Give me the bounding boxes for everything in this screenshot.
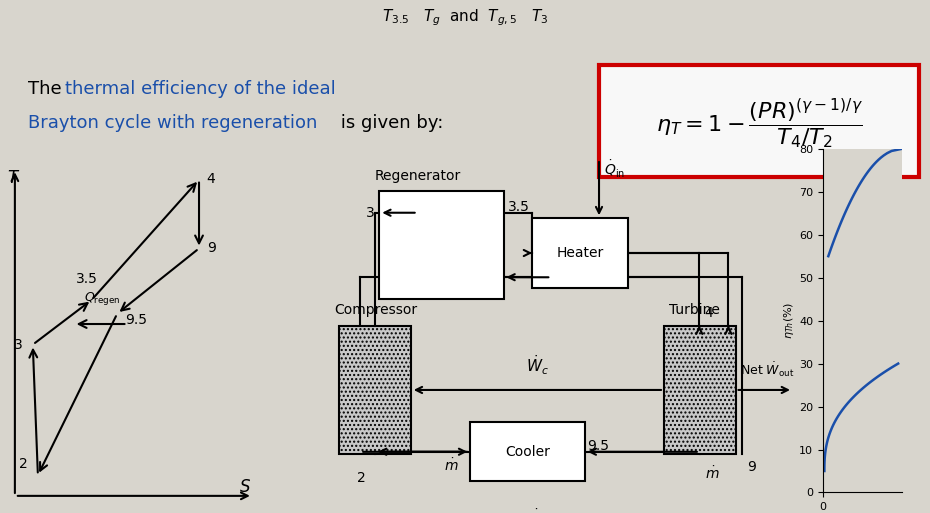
Y-axis label: $\eta_{Th}(\%)$: $\eta_{Th}(\%)$: [782, 302, 796, 339]
Text: 4: 4: [704, 306, 712, 320]
Text: $\dot{m}$: $\dot{m}$: [705, 465, 719, 482]
Text: 3.5: 3.5: [75, 272, 98, 286]
Bar: [339, 326, 411, 455]
Text: $\dot{m}$: $\dot{m}$: [444, 457, 458, 474]
Text: Heater: Heater: [556, 246, 604, 260]
Text: 2: 2: [19, 458, 28, 471]
Text: S: S: [240, 478, 250, 496]
Text: Turbine: Turbine: [669, 303, 720, 317]
Text: Compressor: Compressor: [335, 303, 418, 317]
Text: thermal efficiency of the ideal: thermal efficiency of the ideal: [65, 81, 336, 98]
FancyBboxPatch shape: [599, 66, 919, 177]
Text: 3.5: 3.5: [509, 201, 530, 214]
Text: $\dot{Q}_{\rm out}$: $\dot{Q}_{\rm out}$: [530, 508, 559, 513]
Text: 3: 3: [365, 206, 375, 220]
Text: 4: 4: [206, 172, 216, 186]
Text: $\eta_T = 1 - \dfrac{(PR)^{(\gamma-1)/\gamma}}{T_4/T_2}$: $\eta_T = 1 - \dfrac{(PR)^{(\gamma-1)/\g…: [656, 96, 862, 151]
Text: 9: 9: [747, 460, 756, 474]
Text: is given by:: is given by:: [335, 114, 444, 132]
Text: Net $\dot{W}_{\rm out}$: Net $\dot{W}_{\rm out}$: [740, 361, 795, 379]
Text: 9.5: 9.5: [588, 439, 609, 453]
Bar: [664, 326, 736, 455]
Bar: [532, 218, 628, 288]
Text: 9: 9: [206, 242, 216, 255]
Text: $Q_{\rm regen}$: $Q_{\rm regen}$: [84, 290, 120, 307]
Bar: [470, 422, 585, 481]
Text: Regenerator: Regenerator: [375, 169, 461, 183]
Text: $T_{3.5}$   $T_g$  and  $T_{g,5}$   $T_3$: $T_{3.5}$ $T_g$ and $T_{g,5}$ $T_3$: [382, 7, 548, 28]
Text: 3: 3: [14, 338, 22, 351]
Text: $\dot{Q}_{\rm in}$: $\dot{Q}_{\rm in}$: [604, 159, 625, 180]
Text: 2: 2: [357, 470, 365, 484]
Text: T: T: [7, 169, 18, 187]
Text: The: The: [28, 81, 67, 98]
Bar: [379, 191, 503, 299]
Text: $\dot{W}_c$: $\dot{W}_c$: [526, 353, 549, 377]
Text: Brayton cycle with regeneration: Brayton cycle with regeneration: [28, 114, 317, 132]
Text: 9.5: 9.5: [125, 313, 147, 327]
Text: Cooler: Cooler: [505, 445, 550, 459]
